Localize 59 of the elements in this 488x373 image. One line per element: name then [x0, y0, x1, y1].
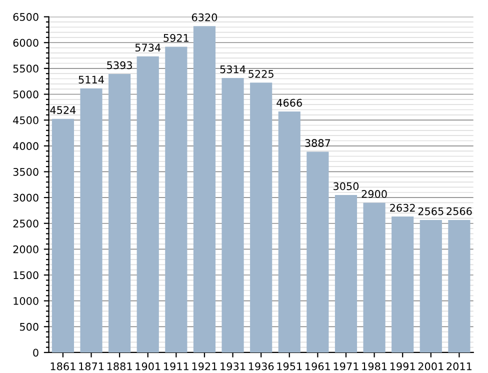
- data-label: 2565: [418, 207, 444, 216]
- bar: [250, 82, 272, 352]
- y-tick-label: 500: [20, 322, 38, 331]
- data-label: 5393: [107, 61, 132, 70]
- y-tick-label: 4000: [13, 142, 38, 150]
- y-tick-label: 6000: [13, 38, 38, 47]
- y-tick-label: 4500: [13, 116, 38, 124]
- data-label: 5734: [135, 44, 161, 52]
- y-tick-label: 2500: [13, 220, 38, 228]
- bar: [80, 88, 102, 352]
- x-tick-label: 1961: [306, 362, 330, 370]
- x-tick-label: 1951: [277, 362, 302, 370]
- bar: [165, 46, 188, 352]
- x-tick-label: 2001: [418, 362, 444, 370]
- y-tick-label: 1500: [14, 271, 38, 280]
- bar: [306, 152, 329, 352]
- bar: [108, 74, 131, 352]
- x-tick-label: 1881: [107, 362, 132, 370]
- bar: [222, 78, 244, 352]
- y-tick-label: 1000: [14, 297, 38, 305]
- data-label: 6320: [192, 13, 218, 22]
- data-label: 4524: [50, 106, 76, 114]
- bar: [392, 216, 414, 352]
- data-label: 5114: [78, 76, 104, 84]
- data-label: 3050: [334, 182, 359, 190]
- data-label: 2900: [362, 190, 387, 198]
- y-tick-label: 0: [33, 348, 38, 357]
- x-tick-label: 2011: [446, 362, 472, 370]
- bar: [448, 220, 470, 352]
- x-tick-label: 1911: [164, 362, 188, 370]
- bar: [334, 194, 358, 352]
- x-tick-label: 1861: [50, 362, 76, 370]
- y-tick-label: 3000: [13, 194, 38, 202]
- x-tick-label: 1981: [362, 362, 387, 370]
- y-tick-label: 3500: [13, 168, 38, 176]
- data-label: 2632: [390, 204, 415, 212]
- data-label: 5225: [248, 70, 274, 78]
- data-label: 2566: [446, 207, 472, 216]
- data-label: 4666: [276, 98, 302, 107]
- x-tick-label: 1871: [79, 362, 104, 370]
- x-tick-label: 1931: [220, 362, 246, 370]
- bar: [278, 112, 300, 352]
- x-tick-label: 1936: [248, 362, 274, 370]
- data-label: 5314: [220, 65, 246, 74]
- y-tick-label: 2000: [13, 245, 38, 254]
- y-tick-label: 6500: [13, 13, 38, 21]
- bar: [52, 118, 74, 352]
- bar: [420, 220, 442, 352]
- bar: [363, 202, 386, 352]
- x-tick-label: 1901: [136, 362, 160, 370]
- y-tick-label: 5500: [13, 64, 38, 73]
- bar: [193, 26, 216, 352]
- x-tick-label: 1971: [334, 362, 358, 370]
- data-label: 5921: [164, 34, 188, 42]
- x-tick-label: 1991: [390, 362, 415, 370]
- y-tick-label: 5000: [13, 90, 38, 98]
- bar: [136, 56, 159, 352]
- data-label: 3887: [305, 139, 330, 147]
- x-tick-label: 1921: [192, 362, 217, 370]
